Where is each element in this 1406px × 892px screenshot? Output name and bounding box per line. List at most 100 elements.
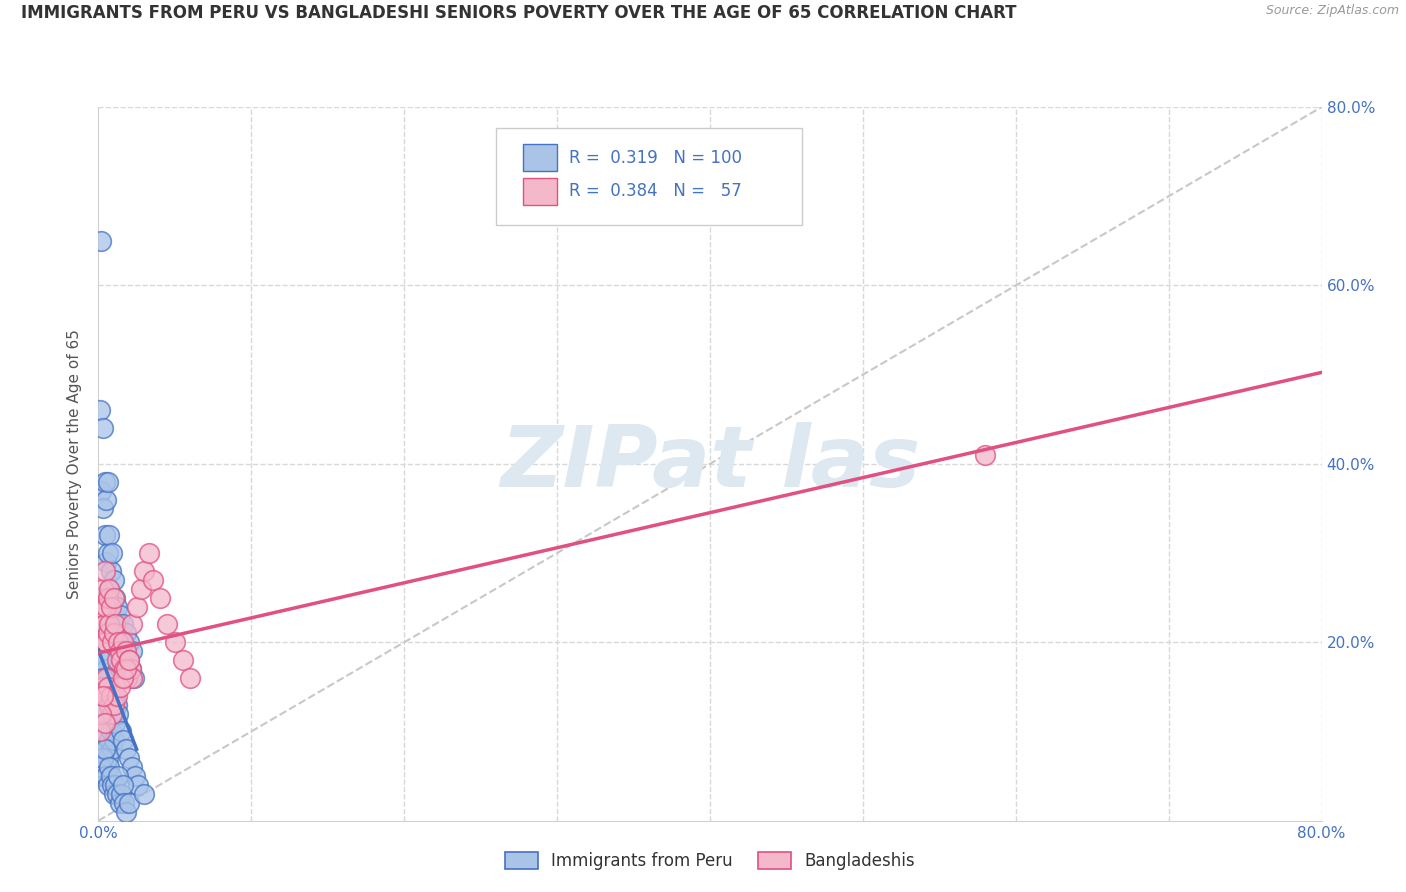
Bangladeshis xyxy=(93,689,115,703)
Immigrants from Peru xyxy=(100,689,122,703)
Immigrants from Peru xyxy=(97,715,120,730)
Bangladeshis xyxy=(104,617,127,632)
Immigrants from Peru xyxy=(94,760,117,774)
Bangladeshis xyxy=(97,591,120,605)
Immigrants from Peru xyxy=(97,778,120,792)
Bangladeshis xyxy=(101,706,124,721)
Immigrants from Peru xyxy=(115,805,138,819)
Immigrants from Peru xyxy=(93,475,115,489)
Bangladeshis xyxy=(94,671,117,685)
Immigrants from Peru xyxy=(94,662,117,676)
FancyBboxPatch shape xyxy=(523,178,557,205)
Immigrants from Peru xyxy=(91,671,114,685)
Immigrants from Peru xyxy=(93,742,115,756)
Immigrants from Peru xyxy=(94,698,117,712)
Bangladeshis xyxy=(112,662,135,676)
Bangladeshis xyxy=(118,653,141,667)
Immigrants from Peru xyxy=(89,751,111,765)
Immigrants from Peru xyxy=(105,698,128,712)
Bangladeshis xyxy=(93,617,115,632)
Text: R =  0.384   N =   57: R = 0.384 N = 57 xyxy=(569,182,742,200)
Bangladeshis xyxy=(142,573,165,587)
Immigrants from Peru xyxy=(110,635,132,649)
Immigrants from Peru xyxy=(89,680,111,694)
Bangladeshis xyxy=(103,591,125,605)
Immigrants from Peru xyxy=(89,769,111,783)
Bangladeshis xyxy=(93,564,115,578)
Immigrants from Peru xyxy=(97,671,120,685)
Bangladeshis xyxy=(138,546,160,560)
Immigrants from Peru xyxy=(90,483,112,498)
Immigrants from Peru xyxy=(118,751,141,765)
Bangladeshis xyxy=(111,635,134,649)
Immigrants from Peru xyxy=(110,724,132,739)
Bangladeshis xyxy=(94,635,117,649)
Bangladeshis xyxy=(108,644,131,658)
Immigrants from Peru xyxy=(112,644,135,658)
Immigrants from Peru xyxy=(104,591,127,605)
Bangladeshis xyxy=(179,671,201,685)
Bangladeshis xyxy=(134,564,156,578)
FancyBboxPatch shape xyxy=(496,128,801,225)
Bangladeshis xyxy=(121,617,143,632)
Immigrants from Peru xyxy=(103,733,125,747)
Immigrants from Peru xyxy=(124,769,146,783)
Immigrants from Peru xyxy=(134,787,156,801)
Immigrants from Peru xyxy=(107,769,129,783)
Immigrants from Peru xyxy=(93,528,115,542)
Immigrants from Peru xyxy=(98,680,121,694)
Bangladeshis xyxy=(91,635,114,649)
Immigrants from Peru xyxy=(104,715,127,730)
Immigrants from Peru xyxy=(90,234,112,248)
Immigrants from Peru xyxy=(90,653,112,667)
Immigrants from Peru xyxy=(89,706,111,721)
Immigrants from Peru xyxy=(100,769,122,783)
Immigrants from Peru xyxy=(94,689,117,703)
Immigrants from Peru xyxy=(90,724,112,739)
Bangladeshis xyxy=(89,724,111,739)
Bangladeshis xyxy=(121,671,143,685)
Immigrants from Peru xyxy=(103,787,125,801)
Bangladeshis xyxy=(90,599,112,614)
Immigrants from Peru xyxy=(105,599,128,614)
Y-axis label: Seniors Poverty Over the Age of 65: Seniors Poverty Over the Age of 65 xyxy=(67,329,83,599)
Bangladeshis xyxy=(90,706,112,721)
Immigrants from Peru xyxy=(105,787,128,801)
Immigrants from Peru xyxy=(108,796,131,810)
Bangladeshis xyxy=(120,662,142,676)
Immigrants from Peru xyxy=(100,564,122,578)
Immigrants from Peru xyxy=(97,751,120,765)
Immigrants from Peru xyxy=(111,733,134,747)
Bangladeshis xyxy=(974,448,997,462)
Immigrants from Peru xyxy=(94,555,117,569)
Bangladeshis xyxy=(100,599,122,614)
Immigrants from Peru xyxy=(104,778,127,792)
Immigrants from Peru xyxy=(93,653,115,667)
Immigrants from Peru xyxy=(121,760,143,774)
Immigrants from Peru xyxy=(91,635,114,649)
Immigrants from Peru xyxy=(93,742,115,756)
Bangladeshis xyxy=(103,626,125,640)
Immigrants from Peru xyxy=(89,403,111,417)
Text: IMMIGRANTS FROM PERU VS BANGLADESHI SENIORS POVERTY OVER THE AGE OF 65 CORRELATI: IMMIGRANTS FROM PERU VS BANGLADESHI SENI… xyxy=(21,4,1017,22)
Immigrants from Peru xyxy=(90,742,112,756)
Immigrants from Peru xyxy=(100,724,122,739)
Immigrants from Peru xyxy=(94,492,117,507)
Immigrants from Peru xyxy=(90,698,112,712)
Immigrants from Peru xyxy=(120,662,142,676)
Bangladeshis xyxy=(98,698,121,712)
Immigrants from Peru xyxy=(91,501,114,516)
Immigrants from Peru xyxy=(91,751,114,765)
Bangladeshis xyxy=(89,617,111,632)
Bangladeshis xyxy=(108,680,131,694)
Immigrants from Peru xyxy=(94,742,117,756)
Immigrants from Peru xyxy=(91,421,114,435)
Bangladeshis xyxy=(118,653,141,667)
Immigrants from Peru xyxy=(90,617,112,632)
FancyBboxPatch shape xyxy=(523,145,557,171)
Bangladeshis xyxy=(97,626,120,640)
Bangladeshis xyxy=(101,635,124,649)
Immigrants from Peru xyxy=(98,760,121,774)
Immigrants from Peru xyxy=(117,653,139,667)
Bangladeshis xyxy=(115,644,138,658)
